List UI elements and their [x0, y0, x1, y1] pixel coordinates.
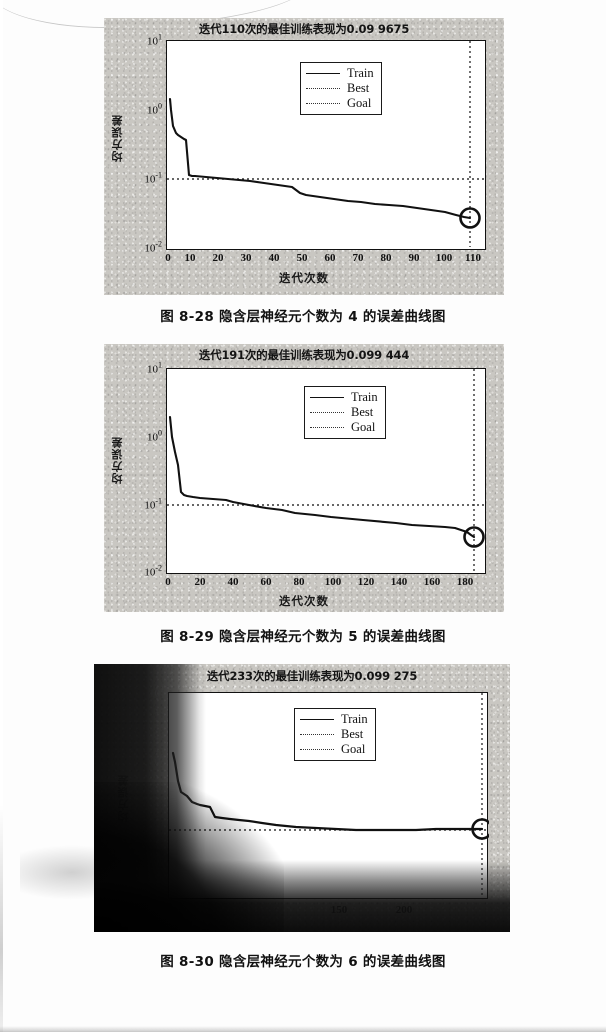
- legend-line-solid-icon: [306, 73, 340, 74]
- figure-caption-8-30: 图 8-30 隐含层神经元个数为 6 的误差曲线图: [160, 954, 446, 970]
- figure-8-28: 迭代110次的最佳训练表现为0.09 9675 均方误差 101 100 10-…: [104, 18, 504, 295]
- chart-title: 迭代233次的最佳训练表现为0.099 275: [206, 669, 418, 683]
- x-tick-label: 80: [380, 252, 392, 264]
- legend-item-train: Train: [310, 390, 378, 405]
- y-tick-label: 100: [149, 752, 164, 768]
- legend-item-best: Best: [300, 727, 368, 742]
- legend-item-best: Best: [306, 81, 374, 96]
- chart-title: 迭代191次的最佳训练表现为0.099 444: [198, 348, 410, 362]
- legend-label: Goal: [341, 742, 366, 756]
- x-tick-label: 120: [357, 576, 375, 588]
- x-axis-label: 迭代次数: [279, 271, 329, 285]
- x-tick-label: 150: [330, 904, 348, 916]
- y-axis-label: 均方误差: [117, 774, 130, 822]
- plot-frame: 迭代191次的最佳训练表现为0.099 444 均方误差 101 100 10-…: [104, 344, 504, 612]
- legend-label: Best: [341, 727, 364, 741]
- y-tick-label: 10-2: [144, 239, 162, 255]
- legend-line-dotted-icon: [310, 412, 344, 413]
- legend-item-goal: Goal: [300, 742, 368, 757]
- figure-caption-8-28: 图 8-28 隐含层神经元个数为 4 的误差曲线图: [160, 309, 446, 325]
- x-tick-label: 70: [352, 252, 364, 264]
- chart-canvas: [167, 369, 487, 571]
- x-tick-label: 10: [184, 252, 196, 264]
- y-tick-label: 101: [147, 32, 162, 48]
- x-tick-label: 100: [435, 252, 453, 264]
- train-curve: [171, 751, 484, 832]
- legend-line-dotted-icon: [300, 734, 334, 735]
- x-tick-label: 80: [293, 576, 305, 588]
- plot-frame: 迭代110次的最佳训练表现为0.09 9675 均方误差 101 100 10-…: [104, 18, 504, 295]
- legend-item-goal: Goal: [306, 96, 374, 111]
- scan-edge-artifact-left: [0, 0, 3, 1032]
- y-tick-label: 10-1: [144, 170, 162, 186]
- y-tick-label: 10-2: [144, 563, 162, 579]
- x-axis-label: 迭代次数: [279, 594, 329, 608]
- legend-label: Best: [347, 81, 370, 95]
- x-tick-label: 90: [408, 252, 420, 264]
- x-tick-label: 0: [165, 252, 171, 264]
- figure-caption-8-29: 图 8-29 隐含层神经元个数为 5 的误差曲线图: [160, 629, 446, 645]
- x-tick-label: 20: [194, 576, 206, 588]
- x-tick-label: 200: [395, 904, 413, 916]
- x-tick-label: 140: [390, 576, 408, 588]
- legend-label: Goal: [347, 96, 372, 110]
- legend-label: Train: [351, 390, 378, 404]
- legend-line-dotted-icon: [306, 103, 340, 104]
- best-marker-circle: [459, 207, 481, 229]
- chart-legend: Train Best Goal: [294, 708, 376, 761]
- y-tick-label: 101: [147, 360, 162, 376]
- train-curve: [168, 415, 476, 539]
- legend-label: Best: [351, 405, 374, 419]
- x-tick-label: 100: [324, 576, 342, 588]
- legend-line-dotted-icon: [306, 88, 340, 89]
- legend-line-dotted-icon: [310, 427, 344, 428]
- x-tick-label: 0: [165, 576, 171, 588]
- plot-frame: 迭代233次的最佳训练表现为0.099 275 均方误差 101 100 10-…: [94, 664, 510, 932]
- chart-legend: Train Best Goal: [304, 386, 386, 439]
- y-tick-label: 10-1: [146, 821, 164, 837]
- chart-legend: Train Best Goal: [300, 62, 382, 115]
- legend-line-solid-icon: [310, 397, 344, 398]
- chart-canvas: [167, 41, 487, 247]
- legend-item-best: Best: [310, 405, 378, 420]
- train-curve: [168, 97, 472, 220]
- legend-line-solid-icon: [300, 719, 334, 720]
- best-marker-circle: [471, 818, 489, 840]
- legend-line-dotted-icon: [300, 749, 334, 750]
- x-tick-label: 50: [296, 252, 308, 264]
- legend-item-train: Train: [306, 66, 374, 81]
- legend-item-goal: Goal: [310, 420, 378, 435]
- legend-label: Goal: [351, 420, 376, 434]
- x-tick-label: 20: [212, 252, 224, 264]
- scan-edge-artifact-bottom: [0, 1026, 606, 1032]
- legend-item-train: Train: [300, 712, 368, 727]
- legend-label: Train: [341, 712, 368, 726]
- x-tick-label: 110: [465, 252, 481, 264]
- x-tick-label: 60: [260, 576, 272, 588]
- best-marker-circle: [463, 526, 485, 548]
- x-tick-label: 30: [240, 252, 252, 264]
- x-tick-label: 180: [456, 576, 474, 588]
- x-tick-label: 40: [227, 576, 239, 588]
- y-tick-label: 100: [147, 428, 162, 444]
- chart-title: 迭代110次的最佳训练表现为0.09 9675: [198, 22, 410, 36]
- y-tick-label: 100: [147, 101, 162, 117]
- x-tick-label: 160: [423, 576, 441, 588]
- figure-8-29: 迭代191次的最佳训练表现为0.099 444 均方误差 101 100 10-…: [104, 344, 504, 612]
- x-tick-label: 60: [324, 252, 336, 264]
- y-tick-label: 10-1: [144, 496, 162, 512]
- y-axis-label: 均方误差: [111, 114, 124, 162]
- x-tick-label: 40: [268, 252, 280, 264]
- y-tick-label: 101: [149, 684, 164, 700]
- legend-label: Train: [347, 66, 374, 80]
- y-axis-label: 均方误差: [111, 436, 124, 484]
- figure-8-30: 迭代233次的最佳训练表现为0.099 275 均方误差 101 100 10-…: [94, 664, 510, 932]
